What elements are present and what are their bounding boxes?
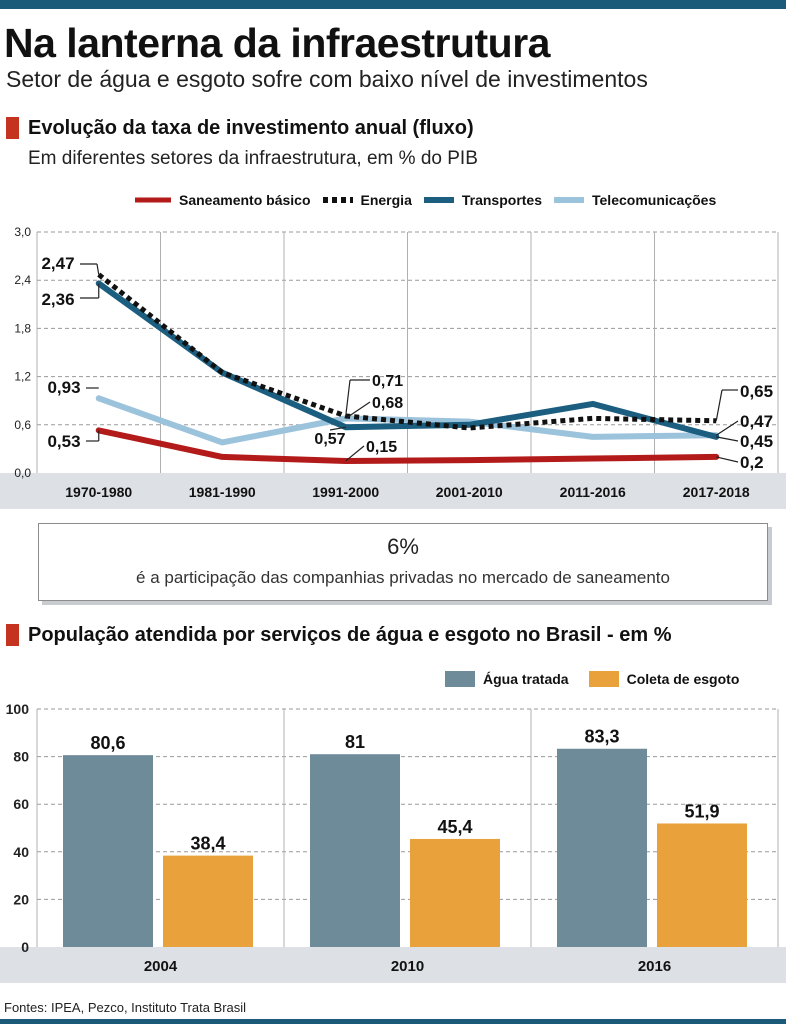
legend-item-energia: Energia (322, 192, 412, 208)
legend-label: Saneamento básico (179, 192, 311, 208)
y-tick-label: 1,8 (14, 321, 31, 335)
callout-text: é a participação das companhias privadas… (136, 568, 670, 587)
section2-title: População atendida por serviços de água … (28, 624, 672, 646)
legend-swatch-saneamento (135, 197, 171, 203)
page-title: Na lanterna da infraestrutura (4, 20, 551, 66)
x-tick-label: 2017-2018 (683, 484, 750, 500)
legend-label: Telecomunicações (592, 192, 717, 208)
y-tick-label: 60 (13, 796, 29, 812)
data-label: 81 (345, 732, 365, 752)
annotation-label: 2,47 (41, 254, 74, 273)
annotation-label: 0,68 (372, 395, 403, 412)
legend-swatch-telecom (554, 197, 584, 203)
bar-agua (310, 754, 400, 947)
annotation-label: 0,15 (366, 439, 397, 456)
legend-item-esgoto: Coleta de esgoto (588, 671, 740, 687)
annotation-label: 0,93 (47, 378, 80, 397)
annotation-label: 0,53 (47, 432, 80, 451)
annotation-leader (329, 426, 346, 431)
series-line-telecomunica-es (95, 395, 720, 446)
annotation-label: 0,65 (740, 382, 773, 401)
y-tick-label: 0,6 (14, 418, 31, 432)
annotation-label: 0,57 (314, 431, 345, 448)
legend-item-transportes: Transportes (423, 192, 542, 208)
legend-swatch-agua (445, 671, 475, 687)
y-tick-label: 1,2 (14, 370, 31, 384)
y-tick-label: 20 (13, 891, 29, 907)
legend-label: Transportes (461, 192, 542, 208)
data-label: 45,4 (437, 817, 472, 837)
annotation-label: 0,71 (372, 373, 403, 390)
bar-esgoto (410, 838, 500, 947)
page-subtitle: Setor de água e esgoto sofre com baixo n… (6, 66, 648, 92)
x-tick-label: 1991-2000 (312, 484, 379, 500)
x-tick-label: 2016 (638, 958, 671, 975)
legend-label: Coleta de esgoto (626, 671, 740, 687)
section1-title: Evolução da taxa de investimento anual (… (28, 117, 474, 139)
annotation-leader (715, 420, 739, 436)
y-tick-label: 80 (13, 749, 29, 765)
legend-swatch-esgoto (588, 671, 619, 687)
y-tick-label: 2,4 (14, 273, 31, 287)
series-line-transportes (95, 280, 720, 440)
series-line-saneamento-b-sico (95, 427, 720, 464)
bar-agua (63, 755, 153, 947)
annotation-leader (345, 379, 351, 417)
bar-esgoto (163, 855, 253, 947)
legend-swatch-energia (322, 197, 353, 203)
annotation-label: 0,45 (740, 432, 773, 451)
x-tick-label: 2010 (391, 958, 424, 975)
annotation-leader (345, 445, 365, 462)
bottom-accent-bar (0, 1019, 786, 1024)
legend-item-agua: Água tratada (445, 671, 569, 687)
y-tick-label: 3,0 (14, 225, 31, 239)
bar-chart: 0 20 40 60 80 100 80,6 38,4 2004 81 45,4 2010 83,3 51… (0, 701, 786, 983)
line-chart-legend: Saneamento básico Energia Transportes Te… (135, 192, 716, 208)
line-chart: 0,0 0,6 1,2 1,8 2,4 3,0 1970-1980 1981-1990 1991… (0, 225, 786, 509)
x-tick-label: 1970-1980 (65, 484, 132, 500)
data-label: 38,4 (190, 834, 225, 854)
x-tick-label: 2011-2016 (560, 484, 626, 500)
x-tick-label: 2004 (144, 958, 178, 975)
data-label: 80,6 (90, 733, 125, 753)
annotation-label: 0,47 (740, 412, 773, 431)
y-tick-label: 40 (13, 844, 29, 860)
bar-agua (557, 748, 647, 947)
y-tick-label: 0,0 (14, 466, 31, 480)
bar-chart-legend: Água tratada Coleta de esgoto (445, 671, 739, 687)
legend-item-saneamento: Saneamento básico (135, 192, 311, 208)
annotation-leader (345, 401, 371, 419)
section-marker-icon (6, 117, 19, 139)
annotation-leader (716, 456, 739, 463)
data-label: 83,3 (584, 727, 619, 747)
callout-value: 6% (387, 534, 419, 559)
top-accent-bar (0, 0, 786, 9)
annotation-leader (96, 263, 100, 275)
section-marker-icon (6, 624, 19, 646)
annotation-label: 2,36 (41, 290, 74, 309)
x-axis-band (0, 473, 786, 509)
legend-item-telecom: Telecomunicações (554, 192, 716, 208)
annotation-leader (716, 436, 739, 442)
data-label: 51,9 (684, 801, 719, 821)
bar-esgoto (657, 823, 747, 947)
source-note: Fontes: IPEA, Pezco, Instituto Trata Bra… (4, 1000, 247, 1015)
legend-swatch-transportes (423, 197, 454, 203)
annotation-leader (715, 389, 723, 421)
legend-label: Água tratada (483, 671, 569, 687)
annotation-label: 0,2 (740, 453, 764, 472)
x-tick-label: 1981-1990 (189, 484, 256, 500)
x-tick-label: 2001-2010 (436, 484, 503, 500)
y-tick-label: 100 (6, 701, 30, 717)
x-axis-band (0, 947, 786, 983)
legend-label: Energia (360, 192, 412, 208)
y-tick-label: 0 (21, 939, 29, 955)
callout-box: 6% é a participação das companhias priva… (38, 523, 768, 601)
section1-subtitle: Em diferentes setores da infraestrutura,… (28, 148, 478, 169)
